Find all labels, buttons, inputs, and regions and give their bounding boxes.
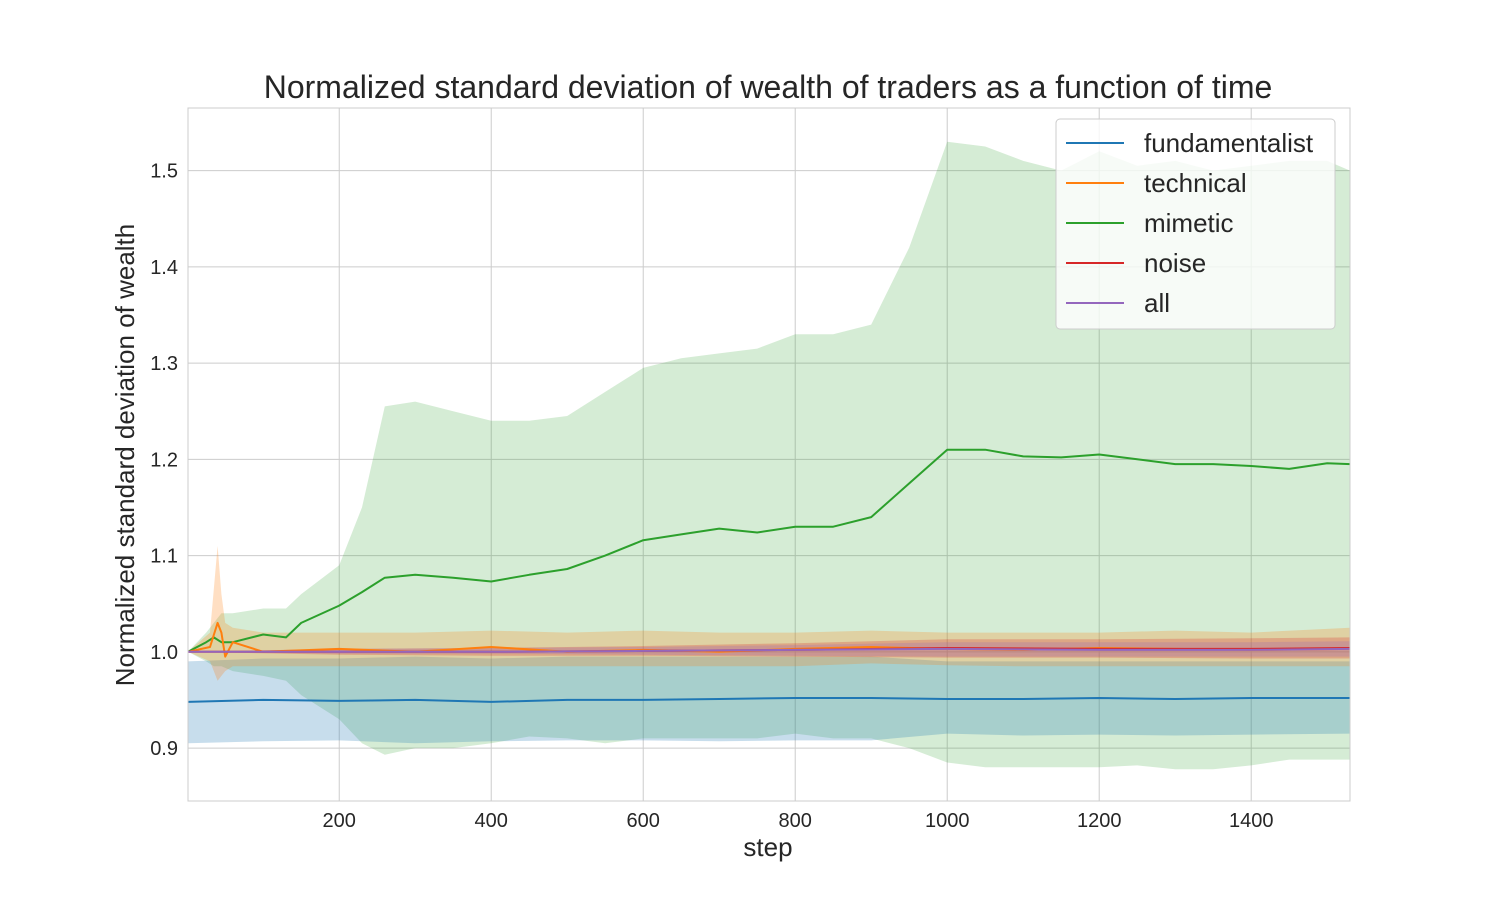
- fundamentalist-band: [188, 656, 1350, 744]
- y-axis-label: Normalized standard deviation of wealth: [110, 224, 140, 686]
- y-tick-label: 1.4: [150, 257, 178, 279]
- y-tick-label: 1.2: [150, 449, 178, 471]
- legend-label: technical: [1144, 168, 1247, 198]
- x-tick-label: 1200: [1077, 810, 1122, 832]
- y-tick-label: 1.1: [150, 546, 178, 568]
- legend-label: all: [1144, 288, 1170, 318]
- mimetic-line: [187, 448, 1351, 653]
- x-tick-label: 1000: [925, 810, 970, 832]
- chart-title: Normalized standard deviation of wealth …: [264, 69, 1273, 105]
- fundamentalist-line: [187, 697, 1350, 703]
- y-tick-label: 1.0: [150, 642, 178, 664]
- legend-label: noise: [1144, 248, 1206, 278]
- x-tick-label: 1400: [1229, 810, 1274, 832]
- x-tick-label: 400: [475, 810, 508, 832]
- series-lines: [187, 448, 1351, 703]
- x-axis-label: step: [743, 832, 792, 862]
- noise-band: [188, 637, 1350, 659]
- y-tick-label: 1.3: [150, 353, 178, 375]
- legend-label: fundamentalist: [1144, 128, 1314, 158]
- x-tick-label: 600: [627, 810, 660, 832]
- all-line: [188, 647, 1351, 653]
- y-tick-label: 0.9: [150, 738, 178, 760]
- x-tick-label: 200: [323, 810, 356, 832]
- y-tick-labels: 0.9 1.0 1.1 1.2 1.3 1.4 1.5: [150, 161, 178, 761]
- plot-frame: [187, 107, 1351, 802]
- x-tick-labels: 200 400 600 800 1000 1200 1400: [323, 810, 1274, 832]
- x-tick-label: 800: [779, 810, 812, 832]
- legend: fundamentalist technical mimetic noise all: [1055, 118, 1336, 330]
- legend-box: [1055, 118, 1336, 330]
- y-tick-label: 1.5: [150, 161, 178, 183]
- legend-label: mimetic: [1144, 208, 1234, 238]
